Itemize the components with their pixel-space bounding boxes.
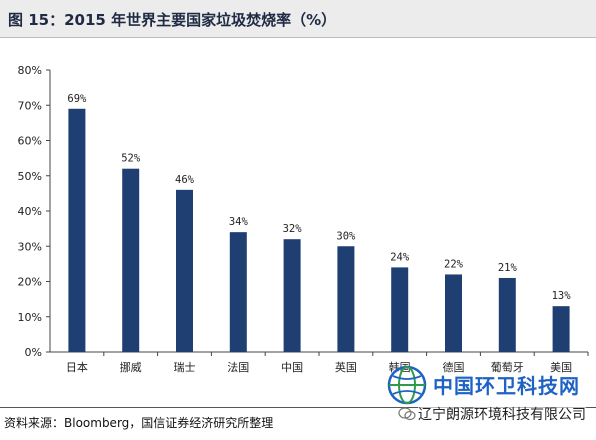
bar bbox=[68, 108, 86, 353]
bar-value-label: 24% bbox=[390, 251, 410, 263]
bar bbox=[498, 277, 516, 352]
y-tick-label: 70% bbox=[18, 99, 42, 112]
bar-value-label: 46% bbox=[175, 174, 195, 186]
x-category-label: 英国 bbox=[335, 360, 357, 374]
x-category-label: 葡萄牙 bbox=[491, 361, 524, 374]
x-category-label: 日本 bbox=[66, 360, 88, 374]
bar-value-label: 22% bbox=[444, 258, 464, 270]
bar-value-label: 13% bbox=[552, 290, 572, 302]
chart-bars: 69% 52% 46% 34% 32% 30% 24% 22% 21% 13% bbox=[67, 93, 572, 353]
watermark-company: 辽宁朗源环境科技有限公司 bbox=[418, 404, 586, 424]
bar bbox=[445, 274, 462, 352]
bar-value-label: 52% bbox=[121, 153, 141, 165]
bar bbox=[391, 267, 409, 352]
y-tick-label: 40% bbox=[18, 205, 42, 218]
chart-title: 图 15：2015 年世界主要国家垃圾焚烧率（%） bbox=[8, 11, 337, 29]
x-category-label: 韩国 bbox=[389, 360, 411, 374]
bar bbox=[176, 189, 193, 352]
source-note: 资料来源：Bloomberg，国信证券经济研究所整理 bbox=[4, 416, 274, 430]
x-category-label: 德国 bbox=[443, 360, 465, 374]
y-tick-label: 0% bbox=[25, 346, 42, 359]
bar bbox=[283, 239, 301, 352]
y-tick-label: 20% bbox=[18, 276, 42, 289]
bar-chart: 0% 10% 20% 30% 40% 50% 60% 70% 80% 日本 挪威 瑞士 法国 中国 英国 韩国… bbox=[18, 64, 589, 374]
bar bbox=[229, 232, 247, 352]
bar-value-label: 30% bbox=[336, 230, 356, 242]
wechat-icon bbox=[398, 407, 416, 421]
chart-axes: 0% 10% 20% 30% 40% 50% 60% 70% 80% 日本 挪威 瑞士 法国 中国 英国 韩国… bbox=[18, 64, 589, 374]
title-bar: 图 15：2015 年世界主要国家垃圾焚烧率（%） bbox=[0, 0, 596, 38]
x-category-label: 挪威 bbox=[120, 360, 142, 374]
bar bbox=[122, 168, 140, 352]
x-category-label: 中国 bbox=[281, 361, 303, 374]
x-category-label: 法国 bbox=[227, 360, 249, 374]
x-category-label: 美国 bbox=[550, 361, 572, 374]
y-tick-label: 50% bbox=[18, 170, 42, 183]
x-category-label: 瑞士 bbox=[174, 360, 196, 374]
y-tick-label: 60% bbox=[18, 135, 42, 148]
bar-value-label: 21% bbox=[498, 262, 518, 274]
watermark-brand: 中国环卫科技网 bbox=[433, 374, 580, 398]
bar-value-label: 34% bbox=[229, 216, 249, 228]
bar bbox=[337, 246, 355, 352]
y-tick-label: 80% bbox=[18, 64, 42, 77]
y-tick-label: 10% bbox=[18, 311, 42, 324]
bar-value-label: 32% bbox=[283, 223, 303, 235]
footer-divider bbox=[0, 407, 596, 408]
y-tick-label: 30% bbox=[18, 240, 42, 253]
bar bbox=[552, 306, 570, 352]
bar-value-label: 69% bbox=[67, 93, 87, 105]
globe-icon bbox=[387, 365, 427, 405]
